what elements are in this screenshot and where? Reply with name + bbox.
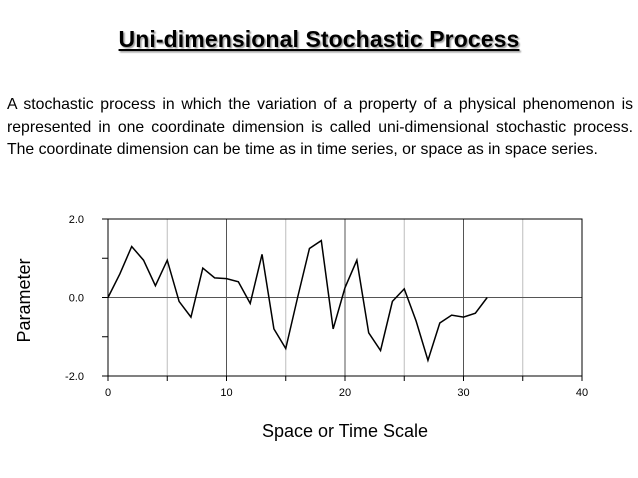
x-tick-label: 0	[105, 387, 111, 399]
y-tick-label: 2.0	[69, 214, 84, 226]
body-paragraph: A stochastic process in which the variat…	[7, 96, 633, 158]
series-line	[107, 239, 488, 363]
axis-ticks	[102, 218, 583, 381]
tick-labels: 0 10 20 30 40 2.0 0.0 -2.0	[65, 214, 588, 399]
x-axis-title: Space or Time Scale	[262, 421, 428, 441]
x-tick-label: 30	[457, 387, 469, 399]
y-tick-label: -2.0	[65, 371, 84, 383]
y-tick-label: 0.0	[69, 293, 84, 305]
grid-lines	[108, 219, 582, 376]
x-tick-label: 20	[339, 387, 351, 399]
line-chart: 0 10 20 30 402.00.0-2.0 Space or Time Scale …	[14, 214, 588, 441]
slide-title: Uni-dimensional Stochastic Process	[118, 26, 520, 52]
x-tick-label: 10	[220, 387, 232, 399]
x-tick-label: 40	[576, 387, 588, 399]
y-axis-title: Parameter	[14, 258, 34, 342]
